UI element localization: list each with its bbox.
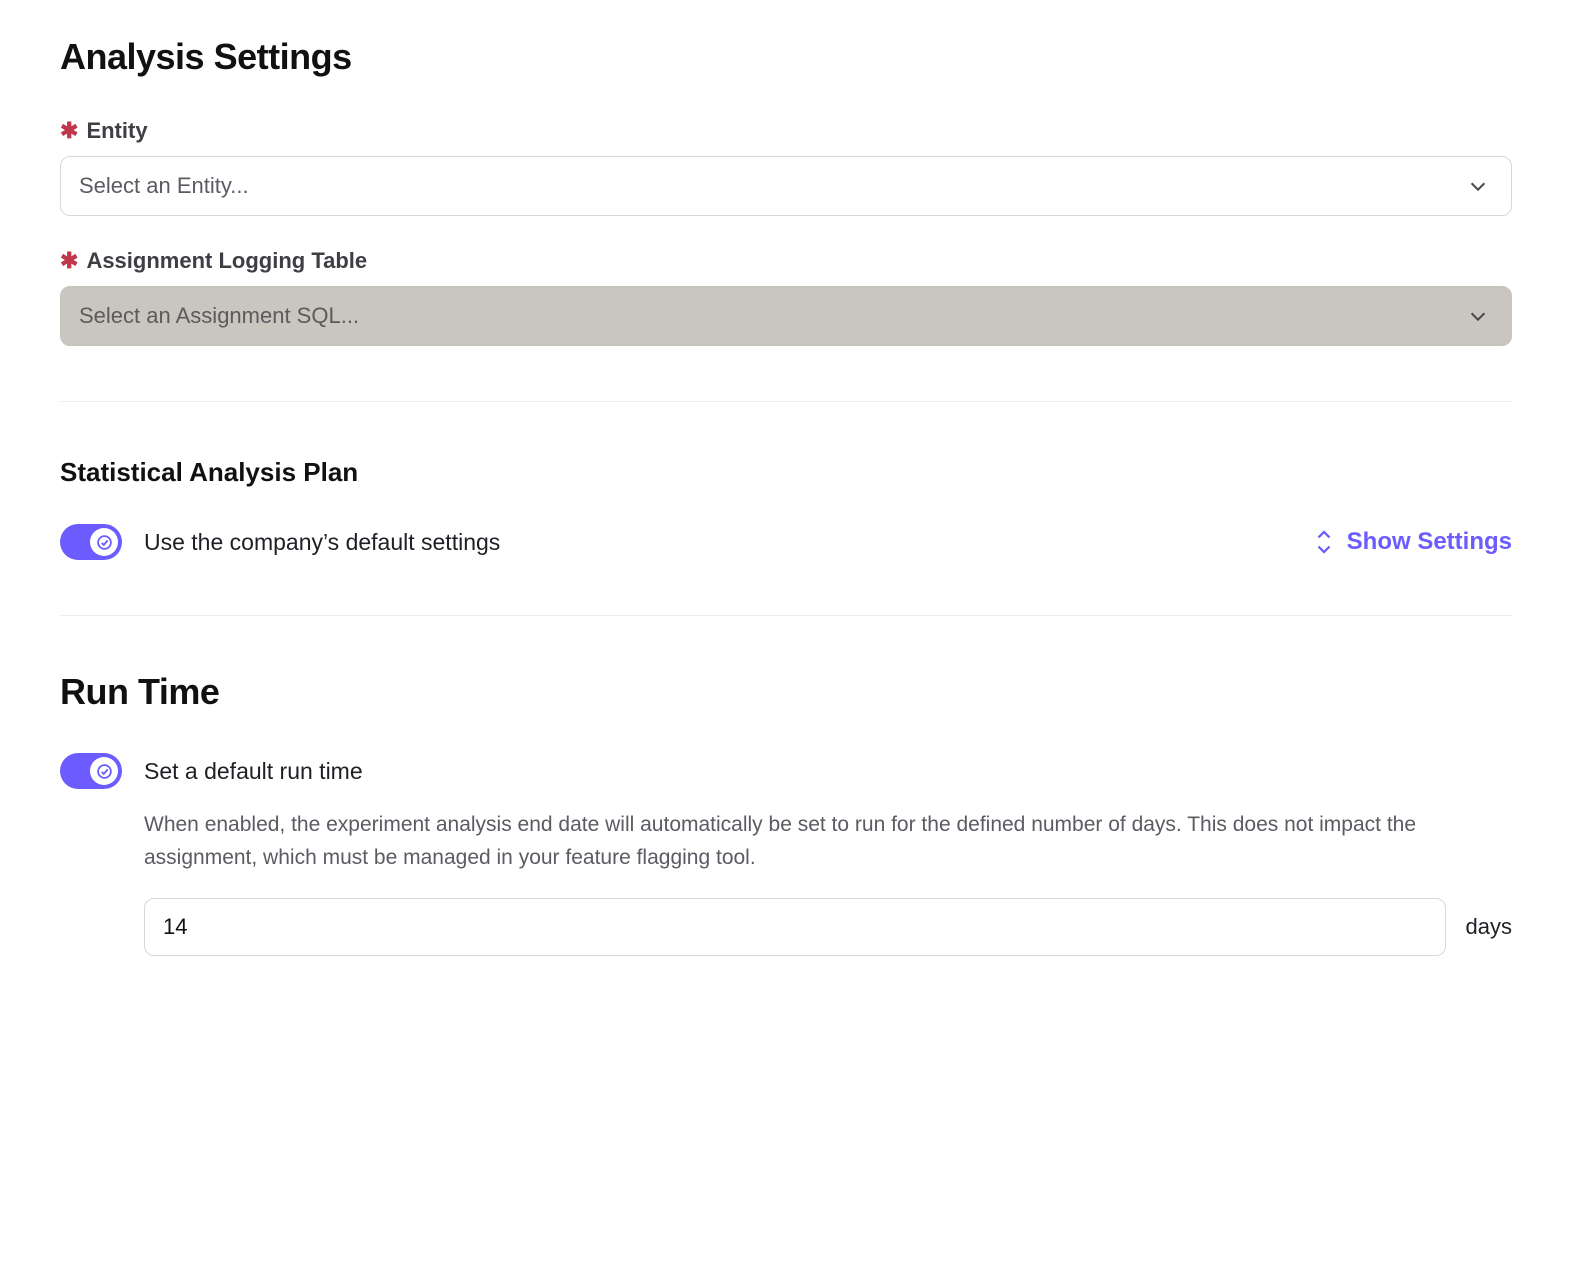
runtime-days-input[interactable] xyxy=(144,898,1446,956)
runtime-unit-label: days xyxy=(1466,914,1512,940)
runtime-toggle-left: Set a default run time xyxy=(60,753,363,789)
assignment-table-select-placeholder: Select an Assignment SQL... xyxy=(79,303,359,329)
check-circle-icon xyxy=(96,763,113,780)
stat-plan-toggle-left: Use the company’s default settings xyxy=(60,524,500,560)
analysis-settings-heading: Analysis Settings xyxy=(60,36,1512,78)
entity-label-row: ✱ Entity xyxy=(60,118,1512,144)
expand-updown-icon xyxy=(1313,528,1335,556)
required-asterisk-icon: ✱ xyxy=(60,250,78,272)
entity-field: ✱ Entity Select an Entity... xyxy=(60,118,1512,216)
runtime-input-row: days xyxy=(144,898,1512,956)
runtime-body: When enabled, the experiment analysis en… xyxy=(60,809,1512,956)
required-asterisk-icon: ✱ xyxy=(60,120,78,142)
default-runtime-toggle-label: Set a default run time xyxy=(144,758,363,785)
default-settings-toggle-label: Use the company’s default settings xyxy=(144,529,500,556)
entity-select-placeholder: Select an Entity... xyxy=(79,173,249,199)
default-runtime-toggle[interactable] xyxy=(60,753,122,789)
stat-plan-toggle-row: Use the company’s default settings Show … xyxy=(60,524,1512,560)
assignment-table-select[interactable]: Select an Assignment SQL... xyxy=(60,286,1512,346)
runtime-toggle-row: Set a default run time xyxy=(60,753,1512,789)
section-divider xyxy=(60,615,1512,616)
assignment-table-label-row: ✱ Assignment Logging Table xyxy=(60,248,1512,274)
chevron-down-icon xyxy=(1467,175,1489,197)
default-settings-toggle[interactable] xyxy=(60,524,122,560)
stat-plan-heading: Statistical Analysis Plan xyxy=(60,457,1512,488)
analysis-settings-page: Analysis Settings ✱ Entity Select an Ent… xyxy=(0,0,1572,1016)
toggle-knob xyxy=(90,528,118,556)
check-circle-icon xyxy=(96,534,113,551)
show-settings-button[interactable]: Show Settings xyxy=(1313,528,1512,556)
chevron-down-icon xyxy=(1467,305,1489,327)
section-divider xyxy=(60,401,1512,402)
entity-select[interactable]: Select an Entity... xyxy=(60,156,1512,216)
toggle-knob xyxy=(90,757,118,785)
show-settings-label: Show Settings xyxy=(1347,528,1512,556)
runtime-heading: Run Time xyxy=(60,671,1512,713)
runtime-description: When enabled, the experiment analysis en… xyxy=(144,809,1512,874)
assignment-table-field: ✱ Assignment Logging Table Select an Ass… xyxy=(60,248,1512,346)
assignment-table-label: Assignment Logging Table xyxy=(86,248,367,274)
entity-label: Entity xyxy=(86,118,147,144)
